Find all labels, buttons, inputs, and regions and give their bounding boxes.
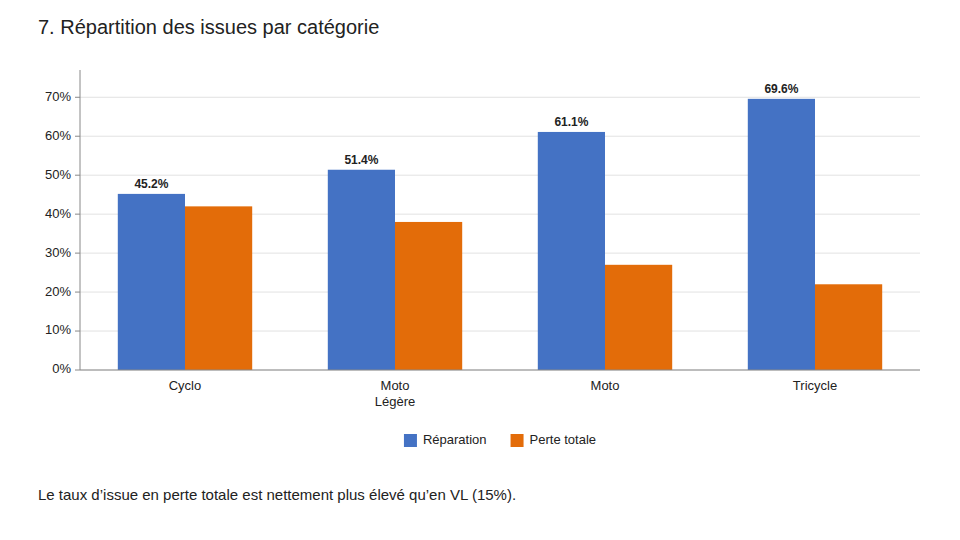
x-tick-label: MotoLégère <box>375 378 415 409</box>
bar <box>748 99 815 370</box>
title: 7. Répartition des issues par catégorie <box>38 16 379 38</box>
legend-label: Perte totale <box>530 432 597 447</box>
data-label: 61.1% <box>554 115 588 129</box>
y-tick <box>75 136 80 137</box>
subtitle: Le taux d’issue en perte totale est nett… <box>38 486 516 503</box>
data-label: 45.2% <box>134 177 168 191</box>
legend: Réparation Perte totale <box>404 432 596 447</box>
bar <box>185 206 252 370</box>
y-tick-label: 10% <box>45 322 71 337</box>
y-tick <box>75 253 80 254</box>
y-tick-label: 30% <box>45 245 71 260</box>
x-tick-label: Moto <box>591 378 620 393</box>
x-tick-label-line: Moto <box>381 378 410 393</box>
legend-swatch <box>511 434 524 447</box>
legend-swatch <box>404 434 417 447</box>
y-tick-label: 60% <box>45 128 71 143</box>
bar <box>395 222 462 370</box>
bar <box>538 132 605 370</box>
x-tick-label-line: Cyclo <box>169 378 202 393</box>
y-tick-label: 50% <box>45 167 71 182</box>
data-labels: 45.2% 51.4% 61.1% 69.6% <box>134 82 798 191</box>
y-tick-label: 70% <box>45 89 71 104</box>
y-tick-label: 0% <box>52 361 71 376</box>
legend-item: Réparation <box>404 432 487 447</box>
y-axis-line <box>80 70 81 370</box>
y-tick <box>75 175 80 176</box>
x-tick-label-line: Légère <box>375 394 415 409</box>
data-label: 69.6% <box>764 82 798 96</box>
legend-label: Réparation <box>423 432 487 447</box>
y-tick <box>75 214 80 215</box>
grid-line <box>80 370 920 371</box>
x-tick-label-line: Tricycle <box>793 378 837 393</box>
chart: 7. Répartition des issues par catégorie 0… <box>0 0 960 540</box>
grid <box>80 97 920 370</box>
grid-line <box>80 97 920 98</box>
bar <box>328 170 395 370</box>
y-tick-label: 40% <box>45 206 71 221</box>
y-tick <box>75 331 80 332</box>
y-tick <box>75 97 80 98</box>
bar <box>605 265 672 370</box>
y-tick-label: 20% <box>45 284 71 299</box>
y-axis-ticks: 0% 10% 20% 30% 40% 50% 60% 70% <box>45 89 80 377</box>
data-label: 51.4% <box>344 153 378 167</box>
x-tick-label: Cyclo <box>169 378 202 393</box>
y-tick <box>75 292 80 293</box>
x-tick-label: Tricycle <box>793 378 837 393</box>
x-axis-labels: CycloMotoLégèreMotoTricycle <box>169 378 837 409</box>
bars <box>118 99 882 370</box>
y-tick <box>75 370 80 371</box>
x-tick-label-line: Moto <box>591 378 620 393</box>
bar <box>118 194 185 370</box>
legend-item: Perte totale <box>511 432 597 447</box>
x-axis-line <box>80 370 920 371</box>
bar <box>815 284 882 370</box>
